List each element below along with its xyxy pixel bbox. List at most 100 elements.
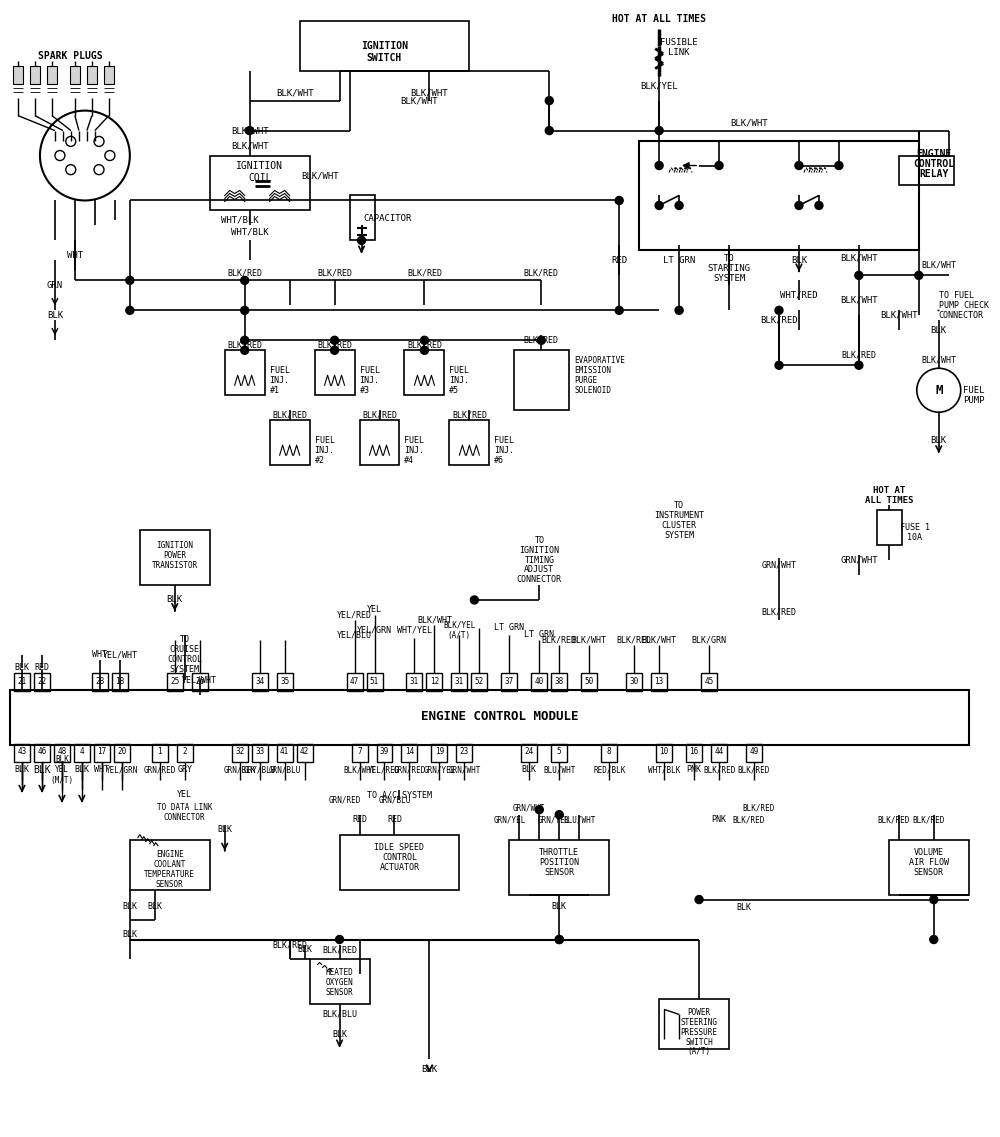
Circle shape: [855, 272, 863, 280]
Text: BLK/RED: BLK/RED: [227, 268, 262, 277]
Circle shape: [775, 306, 783, 314]
Text: BLK/WHT: BLK/WHT: [411, 89, 448, 97]
Text: BLK/WHT: BLK/WHT: [231, 141, 268, 150]
Text: 1: 1: [157, 747, 162, 756]
Text: BLK/RED: BLK/RED: [227, 341, 262, 350]
Circle shape: [695, 896, 703, 904]
Text: BLK/RED: BLK/RED: [452, 410, 487, 420]
Bar: [360, 421, 399, 465]
Text: POSITION: POSITION: [539, 858, 579, 868]
Text: YEL/GRN: YEL/GRN: [357, 625, 392, 634]
Circle shape: [246, 126, 254, 134]
Bar: [94, 744, 110, 762]
Bar: [659, 999, 729, 1049]
Circle shape: [470, 596, 478, 604]
Text: BLK/WHT: BLK/WHT: [417, 615, 452, 624]
Text: HOT AT ALL TIMES: HOT AT ALL TIMES: [612, 14, 706, 24]
Text: RED: RED: [611, 256, 627, 265]
Bar: [352, 744, 368, 762]
Text: BLK/WHT: BLK/WHT: [276, 89, 313, 97]
Bar: [501, 673, 517, 691]
Text: GRN/BLU: GRN/BLU: [268, 765, 301, 774]
Bar: [877, 511, 902, 545]
Text: GRN/YEL: GRN/YEL: [493, 815, 526, 824]
Bar: [270, 421, 310, 465]
Text: 46: 46: [37, 747, 47, 756]
Text: FUEL: FUEL: [494, 435, 514, 445]
Text: GRN: GRN: [47, 281, 63, 290]
Text: 13: 13: [655, 678, 664, 687]
Bar: [225, 350, 265, 396]
Text: #3: #3: [360, 385, 370, 395]
Circle shape: [795, 201, 803, 209]
Text: PRESSURE: PRESSURE: [681, 1028, 718, 1037]
Text: BLK/YEL
(A/T): BLK/YEL (A/T): [443, 620, 476, 640]
Text: 39: 39: [380, 747, 389, 756]
Text: BLK: BLK: [14, 765, 29, 774]
Text: #4: #4: [404, 456, 414, 465]
Bar: [514, 350, 569, 410]
Text: CONNECTOR: CONNECTOR: [939, 310, 984, 319]
Text: BLK: BLK: [332, 1030, 347, 1039]
Text: GRN/YEL: GRN/YEL: [538, 815, 570, 824]
Circle shape: [331, 337, 339, 345]
Text: BLK/WHT: BLK/WHT: [301, 171, 338, 180]
Circle shape: [241, 276, 249, 284]
Circle shape: [535, 806, 543, 814]
Text: BLK: BLK: [167, 596, 183, 605]
Text: PURGE: PURGE: [574, 375, 597, 384]
Text: IDLE SPEED: IDLE SPEED: [374, 844, 424, 852]
Text: RED: RED: [387, 815, 402, 824]
Text: BLK: BLK: [14, 663, 29, 672]
Text: 5: 5: [557, 747, 562, 756]
Text: 50: 50: [585, 678, 594, 687]
Text: EMISSION: EMISSION: [574, 366, 611, 375]
Text: BLK/GRN: BLK/GRN: [692, 636, 727, 645]
Bar: [350, 196, 375, 240]
Text: BLK/RED: BLK/RED: [317, 341, 352, 350]
Text: AIR FLOW: AIR FLOW: [909, 858, 949, 868]
Circle shape: [420, 337, 428, 345]
Text: BLK/RED: BLK/RED: [743, 803, 775, 812]
Bar: [232, 744, 248, 762]
Bar: [551, 744, 567, 762]
Text: 21: 21: [17, 678, 27, 687]
Bar: [711, 744, 727, 762]
Bar: [746, 744, 762, 762]
Text: BLK/WHT: BLK/WHT: [231, 126, 268, 135]
Text: SOLENOID: SOLENOID: [574, 385, 611, 395]
Text: BLK/RED: BLK/RED: [841, 351, 876, 359]
Text: CONTROL: CONTROL: [913, 158, 954, 168]
Circle shape: [930, 896, 938, 904]
Text: STEERING: STEERING: [681, 1018, 718, 1027]
Text: BLK/RED: BLK/RED: [738, 765, 770, 774]
Text: 18: 18: [115, 678, 124, 687]
Text: INJ.: INJ.: [315, 446, 335, 455]
Text: 31: 31: [455, 678, 464, 687]
Text: 41: 41: [280, 747, 289, 756]
Text: BLK/RED: BLK/RED: [407, 268, 442, 277]
Text: BLK/RED: BLK/RED: [272, 410, 307, 420]
Text: IGNITION: IGNITION: [236, 160, 283, 171]
Bar: [451, 673, 467, 691]
Text: PUMP CHECK: PUMP CHECK: [939, 301, 989, 310]
Circle shape: [545, 97, 553, 105]
Text: BLK: BLK: [931, 435, 947, 445]
Circle shape: [930, 936, 938, 944]
Text: BLU/WHT: BLU/WHT: [563, 815, 595, 824]
Text: TO A/C SYSTEM: TO A/C SYSTEM: [367, 790, 432, 799]
Text: THROTTLE: THROTTLE: [539, 848, 579, 857]
Bar: [651, 673, 667, 691]
Bar: [431, 744, 447, 762]
Text: POWER: POWER: [688, 1007, 711, 1016]
Circle shape: [655, 126, 663, 134]
Text: LT GRN: LT GRN: [494, 623, 524, 632]
Text: RED: RED: [352, 815, 367, 824]
Text: 51: 51: [370, 678, 379, 687]
Text: 35: 35: [280, 678, 289, 687]
Circle shape: [715, 161, 723, 169]
Text: BLK
YEL
(M/T): BLK YEL (M/T): [50, 755, 73, 785]
Circle shape: [655, 161, 663, 169]
Text: STARTING: STARTING: [708, 264, 751, 273]
Bar: [297, 744, 313, 762]
